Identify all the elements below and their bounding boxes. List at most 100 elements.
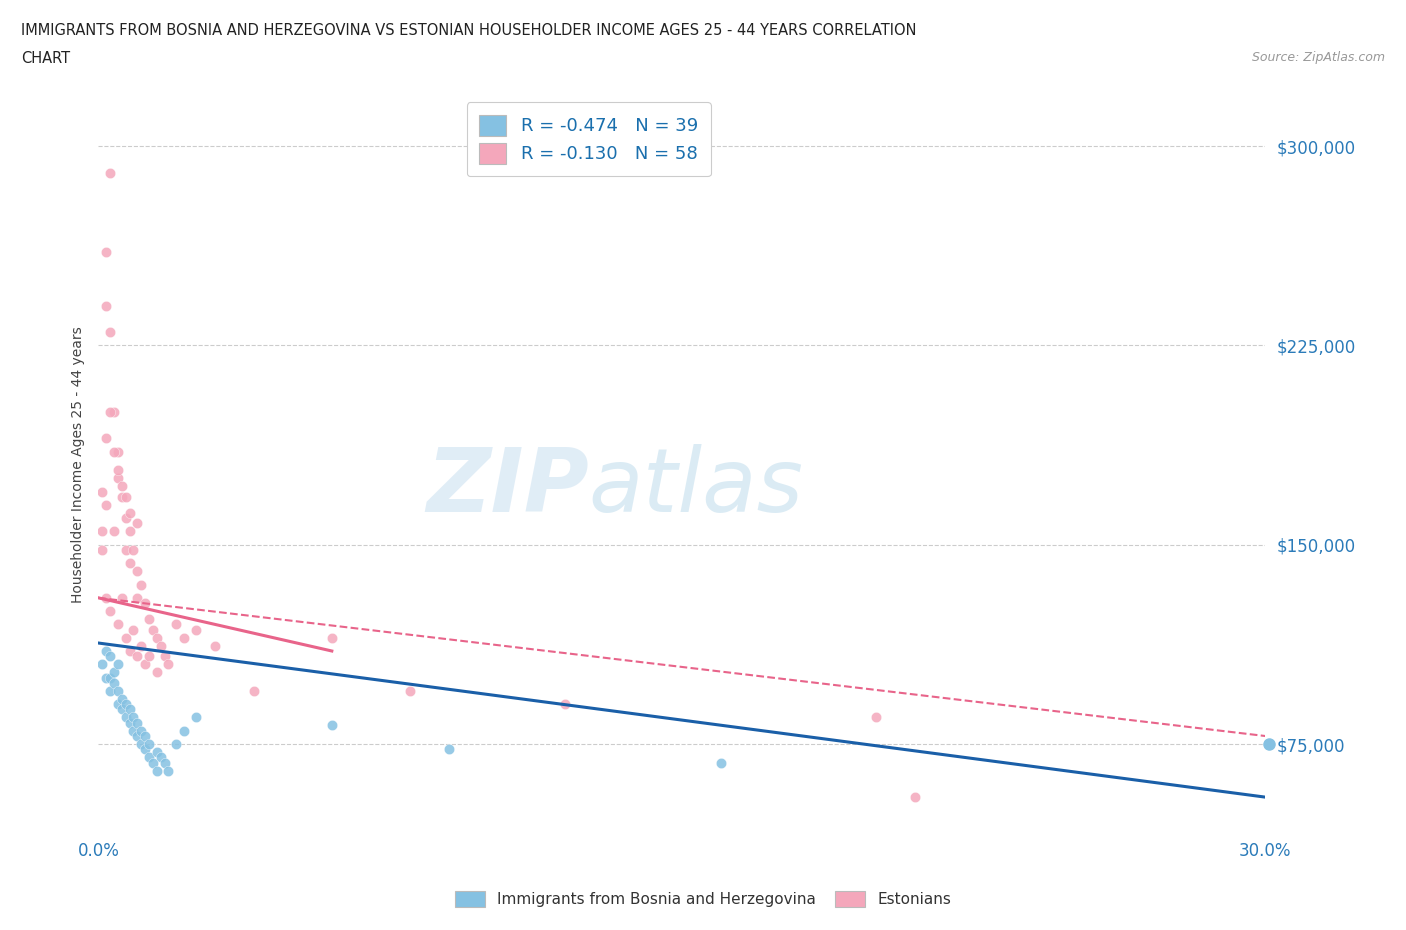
Point <box>184 622 207 637</box>
Point <box>398 684 420 698</box>
Point <box>710 755 733 770</box>
Point <box>153 755 176 770</box>
Point <box>146 631 169 645</box>
Point <box>165 617 187 631</box>
Point <box>122 724 145 738</box>
Point <box>96 498 118 512</box>
Point <box>98 166 121 180</box>
Point <box>114 511 136 525</box>
Point <box>91 485 114 499</box>
Point <box>142 622 165 637</box>
Point <box>153 649 176 664</box>
Point <box>96 644 118 658</box>
Point <box>127 649 149 664</box>
Point <box>107 617 129 631</box>
Point <box>114 710 136 724</box>
Point <box>98 405 121 419</box>
Text: ZIP: ZIP <box>426 444 589 531</box>
Point <box>103 524 125 538</box>
Point <box>138 649 160 664</box>
Legend: R = -0.474   N = 39, R = -0.130   N = 58: R = -0.474 N = 39, R = -0.130 N = 58 <box>467 102 710 177</box>
Point <box>149 638 172 653</box>
Text: Source: ZipAtlas.com: Source: ZipAtlas.com <box>1251 51 1385 64</box>
Point <box>134 742 156 757</box>
Point <box>127 715 149 730</box>
Point <box>146 745 169 760</box>
Point <box>118 702 141 717</box>
Point <box>204 638 226 653</box>
Point <box>149 750 172 764</box>
Point <box>111 479 134 494</box>
Legend: Immigrants from Bosnia and Herzegovina, Estonians: Immigrants from Bosnia and Herzegovina, … <box>449 884 957 913</box>
Point <box>142 755 165 770</box>
Point <box>111 591 134 605</box>
Point <box>118 556 141 571</box>
Point <box>96 431 118 445</box>
Point <box>321 718 343 733</box>
Point <box>127 591 149 605</box>
Point <box>134 657 156 671</box>
Point <box>122 622 145 637</box>
Point <box>437 742 460 757</box>
Point <box>96 299 118 313</box>
Point <box>243 684 266 698</box>
Point <box>96 671 118 685</box>
Point <box>107 684 129 698</box>
Point <box>98 649 121 664</box>
Point <box>157 657 180 671</box>
Point <box>107 463 129 478</box>
Point <box>107 471 129 485</box>
Point <box>127 728 149 743</box>
Point <box>107 697 129 711</box>
Point <box>122 542 145 557</box>
Point <box>111 702 134 717</box>
Point <box>114 489 136 504</box>
Y-axis label: Householder Income Ages 25 - 44 years: Householder Income Ages 25 - 44 years <box>70 326 84 604</box>
Point <box>165 737 187 751</box>
Point <box>111 691 134 706</box>
Point <box>138 737 160 751</box>
Text: IMMIGRANTS FROM BOSNIA AND HERZEGOVINA VS ESTONIAN HOUSEHOLDER INCOME AGES 25 - : IMMIGRANTS FROM BOSNIA AND HERZEGOVINA V… <box>21 23 917 38</box>
Point <box>865 710 887 724</box>
Point <box>134 596 156 611</box>
Point <box>146 665 169 680</box>
Point <box>118 505 141 520</box>
Point <box>138 612 160 627</box>
Point <box>904 790 927 804</box>
Point <box>103 665 125 680</box>
Point <box>91 657 114 671</box>
Point <box>146 764 169 778</box>
Point <box>127 516 149 531</box>
Point <box>114 631 136 645</box>
Point <box>107 445 129 459</box>
Point <box>114 697 136 711</box>
Point <box>98 684 121 698</box>
Point <box>138 750 160 764</box>
Point <box>122 710 145 724</box>
Point <box>98 671 121 685</box>
Point <box>173 631 195 645</box>
Point <box>96 591 118 605</box>
Point <box>103 445 125 459</box>
Point <box>118 524 141 538</box>
Point <box>98 604 121 618</box>
Point <box>127 564 149 578</box>
Point <box>173 724 195 738</box>
Point <box>96 245 118 259</box>
Point <box>321 631 343 645</box>
Point <box>103 675 125 690</box>
Point <box>129 737 152 751</box>
Point <box>184 710 207 724</box>
Point <box>134 728 156 743</box>
Point <box>118 644 141 658</box>
Point <box>91 524 114 538</box>
Point <box>129 638 152 653</box>
Point <box>111 489 134 504</box>
Point <box>103 405 125 419</box>
Point <box>98 325 121 339</box>
Text: atlas: atlas <box>589 445 803 530</box>
Point <box>118 715 141 730</box>
Point <box>107 657 129 671</box>
Point <box>157 764 180 778</box>
Point <box>554 697 576 711</box>
